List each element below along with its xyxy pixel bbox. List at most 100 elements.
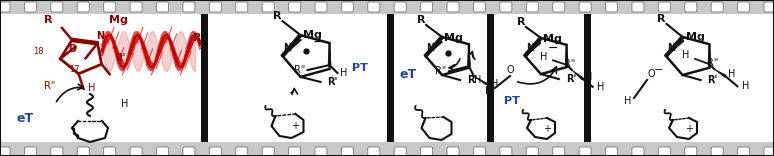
FancyBboxPatch shape <box>738 2 749 12</box>
FancyBboxPatch shape <box>0 147 10 156</box>
Text: −: − <box>654 65 663 75</box>
Text: H: H <box>88 83 96 93</box>
FancyBboxPatch shape <box>764 2 774 12</box>
FancyBboxPatch shape <box>368 147 380 156</box>
FancyBboxPatch shape <box>605 147 618 156</box>
FancyBboxPatch shape <box>0 2 10 12</box>
Polygon shape <box>565 45 568 65</box>
Bar <box>200 14 207 142</box>
FancyBboxPatch shape <box>77 147 89 156</box>
Text: R": R" <box>435 66 447 76</box>
Text: N: N <box>426 43 434 53</box>
FancyBboxPatch shape <box>420 147 433 156</box>
Text: 18: 18 <box>33 46 43 56</box>
Text: H: H <box>122 99 128 109</box>
FancyBboxPatch shape <box>130 147 142 156</box>
Text: R: R <box>417 15 426 25</box>
Text: eT: eT <box>16 112 33 124</box>
FancyBboxPatch shape <box>156 2 169 12</box>
FancyBboxPatch shape <box>315 2 327 12</box>
Text: eT: eT <box>399 68 416 80</box>
FancyBboxPatch shape <box>685 147 697 156</box>
Text: N: N <box>667 43 675 53</box>
Text: H: H <box>491 79 498 89</box>
FancyBboxPatch shape <box>500 2 512 12</box>
FancyBboxPatch shape <box>420 2 433 12</box>
FancyBboxPatch shape <box>659 2 670 12</box>
FancyBboxPatch shape <box>394 2 406 12</box>
Bar <box>487 14 494 142</box>
Text: −: − <box>548 41 558 54</box>
Polygon shape <box>708 44 711 64</box>
Text: R: R <box>273 11 282 21</box>
FancyBboxPatch shape <box>368 2 380 12</box>
FancyBboxPatch shape <box>632 2 644 12</box>
Text: H: H <box>728 69 735 79</box>
FancyBboxPatch shape <box>659 147 670 156</box>
Text: R': R' <box>115 53 125 63</box>
FancyBboxPatch shape <box>104 2 115 12</box>
FancyBboxPatch shape <box>289 147 300 156</box>
Text: Mg: Mg <box>543 34 561 44</box>
FancyBboxPatch shape <box>394 147 406 156</box>
Text: O: O <box>647 69 655 79</box>
Polygon shape <box>714 69 726 77</box>
FancyBboxPatch shape <box>579 147 591 156</box>
Text: Mg: Mg <box>303 30 322 40</box>
Text: R': R' <box>327 77 337 87</box>
FancyBboxPatch shape <box>315 147 327 156</box>
Text: +: + <box>685 124 693 134</box>
FancyBboxPatch shape <box>341 147 354 156</box>
Text: Mg: Mg <box>444 33 463 43</box>
Text: −: − <box>313 35 324 49</box>
Text: +: + <box>543 124 551 134</box>
FancyBboxPatch shape <box>130 2 142 12</box>
Text: R': R' <box>566 74 576 84</box>
FancyBboxPatch shape <box>711 2 723 12</box>
FancyBboxPatch shape <box>447 147 459 156</box>
FancyBboxPatch shape <box>262 147 274 156</box>
FancyBboxPatch shape <box>183 2 195 12</box>
Text: O: O <box>506 65 514 75</box>
Text: +: + <box>292 121 300 131</box>
Text: H: H <box>585 72 592 82</box>
FancyBboxPatch shape <box>25 147 36 156</box>
FancyBboxPatch shape <box>183 147 195 156</box>
FancyBboxPatch shape <box>25 2 36 12</box>
FancyBboxPatch shape <box>209 2 221 12</box>
FancyBboxPatch shape <box>738 147 749 156</box>
Text: Mg: Mg <box>108 15 128 25</box>
Text: N: N <box>283 43 292 53</box>
FancyBboxPatch shape <box>685 2 697 12</box>
FancyBboxPatch shape <box>236 147 248 156</box>
FancyBboxPatch shape <box>764 147 774 156</box>
Text: H: H <box>597 82 604 92</box>
FancyBboxPatch shape <box>51 2 63 12</box>
Text: R': R' <box>707 75 717 85</box>
Text: N: N <box>96 31 104 41</box>
Text: R: R <box>657 14 666 24</box>
FancyBboxPatch shape <box>553 2 565 12</box>
FancyBboxPatch shape <box>711 147 723 156</box>
Polygon shape <box>467 44 471 66</box>
Text: H: H <box>340 68 348 78</box>
Text: R": R" <box>44 81 56 91</box>
Text: H: H <box>682 50 689 60</box>
FancyBboxPatch shape <box>500 147 512 156</box>
FancyBboxPatch shape <box>104 147 115 156</box>
FancyBboxPatch shape <box>236 2 248 12</box>
Text: 17: 17 <box>69 66 79 75</box>
Text: R": R" <box>294 65 305 75</box>
Text: PT: PT <box>351 63 368 73</box>
Bar <box>386 14 393 142</box>
Polygon shape <box>474 76 488 85</box>
Text: R": R" <box>564 59 575 69</box>
Text: N: N <box>526 43 534 53</box>
Polygon shape <box>328 43 331 65</box>
Text: H: H <box>474 75 481 85</box>
FancyBboxPatch shape <box>474 2 485 12</box>
Text: R": R" <box>707 58 718 68</box>
Text: PT: PT <box>504 96 520 106</box>
FancyBboxPatch shape <box>51 147 63 156</box>
Text: H: H <box>485 86 493 96</box>
